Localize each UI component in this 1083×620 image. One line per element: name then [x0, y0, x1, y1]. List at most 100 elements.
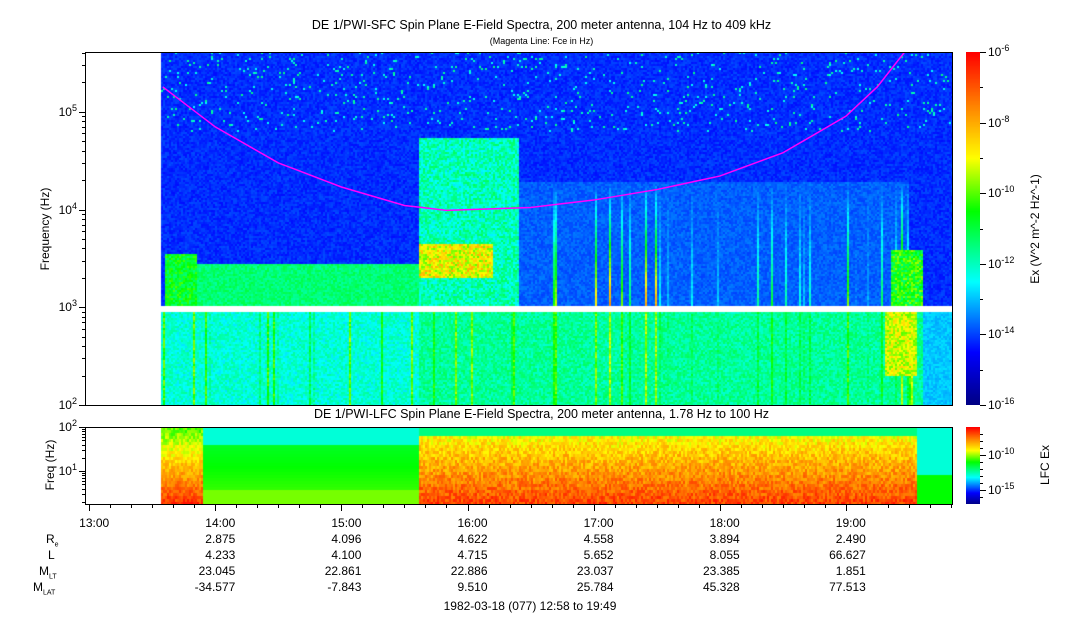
- x-minor-tick: [488, 505, 490, 508]
- sfc-spectrogram: [85, 52, 952, 405]
- x-minor-tick: [236, 505, 238, 508]
- y-minor-tick: [82, 375, 85, 377]
- ephem-l-value: 66.627: [829, 548, 866, 562]
- y-tick-mark: [79, 111, 85, 113]
- ephem-l-value: 4.233: [205, 548, 236, 562]
- y-minor-tick: [82, 311, 85, 313]
- x-minor-tick: [635, 505, 637, 508]
- ephem-label-mlt: MLT: [39, 564, 57, 581]
- x-tick-label: 14:00: [205, 516, 236, 530]
- top-panel-subtitle: (Magenta Line: Fce in Hz): [489, 36, 594, 46]
- x-minor-tick: [278, 505, 280, 508]
- ephem-mlat-value: 25.784: [576, 580, 614, 594]
- x-tick-mark: [593, 505, 595, 511]
- y-tick-label: 102: [58, 418, 77, 434]
- colorbar-tick: [980, 334, 986, 336]
- x-tick-mark: [341, 505, 343, 511]
- colorbar-tick-label: 10-10: [988, 184, 1015, 201]
- bottom-panel-title: DE 1/PWI-LFC Spin Plane E-Field Spectra,…: [313, 407, 770, 421]
- x-tick-mark: [719, 505, 721, 511]
- colorbar-minor-tick: [980, 448, 983, 449]
- top-panel-frame: [85, 52, 953, 406]
- colorbar-minor-tick: [980, 87, 983, 89]
- colorbar-tick-label: 10-15: [988, 481, 1015, 497]
- ephem-label-mlat: MLAT: [33, 580, 56, 597]
- ephem-re-value: 2.490: [835, 532, 866, 546]
- ephem-mlat-value: 9.510: [457, 580, 488, 594]
- colorbar-minor-tick: [980, 441, 983, 442]
- x-minor-tick: [110, 505, 112, 508]
- y-minor-tick: [82, 431, 85, 433]
- colorbar-tick: [980, 52, 986, 53]
- y-minor-tick: [82, 180, 85, 182]
- colorbar-tick-label: 10-8: [988, 113, 1010, 130]
- x-minor-tick: [866, 505, 868, 508]
- y-minor-tick: [82, 444, 85, 446]
- colorbar-tick: [980, 263, 986, 265]
- colorbar-minor-tick: [980, 228, 983, 230]
- x-minor-tick: [698, 505, 700, 508]
- x-tick-label: 13:00: [79, 516, 110, 530]
- x-minor-tick: [299, 505, 301, 508]
- x-tick-label: 19:00: [835, 516, 866, 530]
- y-minor-tick: [82, 450, 85, 451]
- sfc-colorbar-label: Ex (V^2 m^-2 Hz^-1): [1028, 174, 1042, 284]
- sfc-colorbar: [966, 52, 980, 405]
- y-tick-mark: [79, 471, 85, 472]
- colorbar-minor-tick: [980, 369, 983, 371]
- x-tick-mark: [215, 505, 217, 511]
- fce-line: [162, 52, 906, 212]
- y-minor-tick: [82, 65, 85, 67]
- x-minor-tick: [614, 505, 616, 508]
- y-minor-tick: [82, 133, 85, 135]
- ephem-mlt-value: 23.045: [198, 564, 236, 578]
- x-minor-tick: [509, 505, 511, 508]
- ephem-l-value: 4.100: [331, 548, 362, 562]
- y-minor-tick: [82, 436, 85, 438]
- x-minor-tick: [425, 505, 427, 508]
- y-minor-tick: [82, 346, 85, 348]
- y-minor-tick: [82, 322, 85, 324]
- colorbar-tick-label: 10-10: [988, 446, 1015, 462]
- top-panel-title: DE 1/PWI-SFC Spin Plane E-Field Spectra,…: [311, 18, 772, 32]
- colorbar-minor-tick: [980, 483, 983, 484]
- y-minor-tick: [82, 231, 85, 233]
- x-minor-tick: [551, 505, 553, 508]
- colorbar-tick: [980, 405, 986, 406]
- colorbar-minor-tick: [980, 476, 983, 477]
- colorbar-minor-tick: [980, 497, 983, 498]
- ephem-mlt-value: 23.037: [576, 564, 614, 578]
- x-minor-tick: [362, 505, 364, 508]
- y-tick-label: 102: [58, 396, 77, 412]
- y-minor-tick: [82, 457, 85, 459]
- ephem-mlt-value: 22.861: [324, 564, 362, 578]
- x-minor-tick: [383, 505, 385, 508]
- x-minor-tick: [950, 505, 952, 508]
- y-minor-tick: [82, 248, 85, 250]
- x-tick-label: 17:00: [583, 516, 614, 530]
- colorbar-minor-tick: [980, 462, 983, 463]
- x-minor-tick: [131, 505, 133, 508]
- y-minor-tick: [82, 126, 85, 128]
- ephem-l-value: 8.055: [709, 548, 740, 562]
- y-minor-tick: [82, 277, 85, 279]
- x-minor-tick: [173, 505, 175, 508]
- y-minor-tick: [82, 480, 85, 482]
- y-minor-tick: [82, 477, 85, 479]
- bottom-panel-frame: [85, 427, 953, 505]
- y-minor-tick: [82, 316, 85, 318]
- ephem-mlat-value: -34.577: [194, 580, 236, 594]
- x-minor-tick: [908, 505, 910, 508]
- y-minor-tick: [82, 150, 85, 152]
- x-minor-tick: [761, 505, 763, 508]
- x-tick-mark: [467, 505, 469, 511]
- y-minor-tick: [82, 336, 85, 338]
- y-minor-tick: [82, 162, 85, 164]
- x-minor-tick: [446, 505, 448, 508]
- x-minor-tick: [740, 505, 742, 508]
- y-minor-tick: [82, 484, 85, 486]
- colorbar-tick: [980, 193, 986, 195]
- ephem-re-value: 3.894: [709, 532, 740, 546]
- x-tick-label: 16:00: [457, 516, 488, 530]
- x-minor-tick: [320, 505, 322, 508]
